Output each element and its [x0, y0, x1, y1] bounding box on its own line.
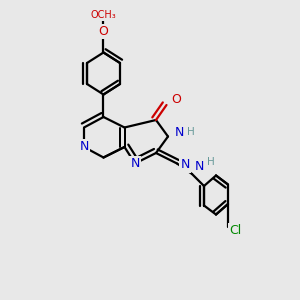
Text: OCH₃: OCH₃ [91, 10, 116, 20]
Text: N: N [79, 140, 89, 154]
Text: H: H [207, 157, 214, 167]
Text: N: N [195, 160, 204, 173]
Text: N: N [181, 158, 190, 172]
Text: O: O [99, 25, 108, 38]
Text: N: N [175, 126, 184, 140]
Text: O: O [171, 93, 181, 106]
Text: H: H [187, 127, 194, 137]
Text: Cl: Cl [230, 224, 242, 238]
Text: N: N [130, 157, 140, 170]
